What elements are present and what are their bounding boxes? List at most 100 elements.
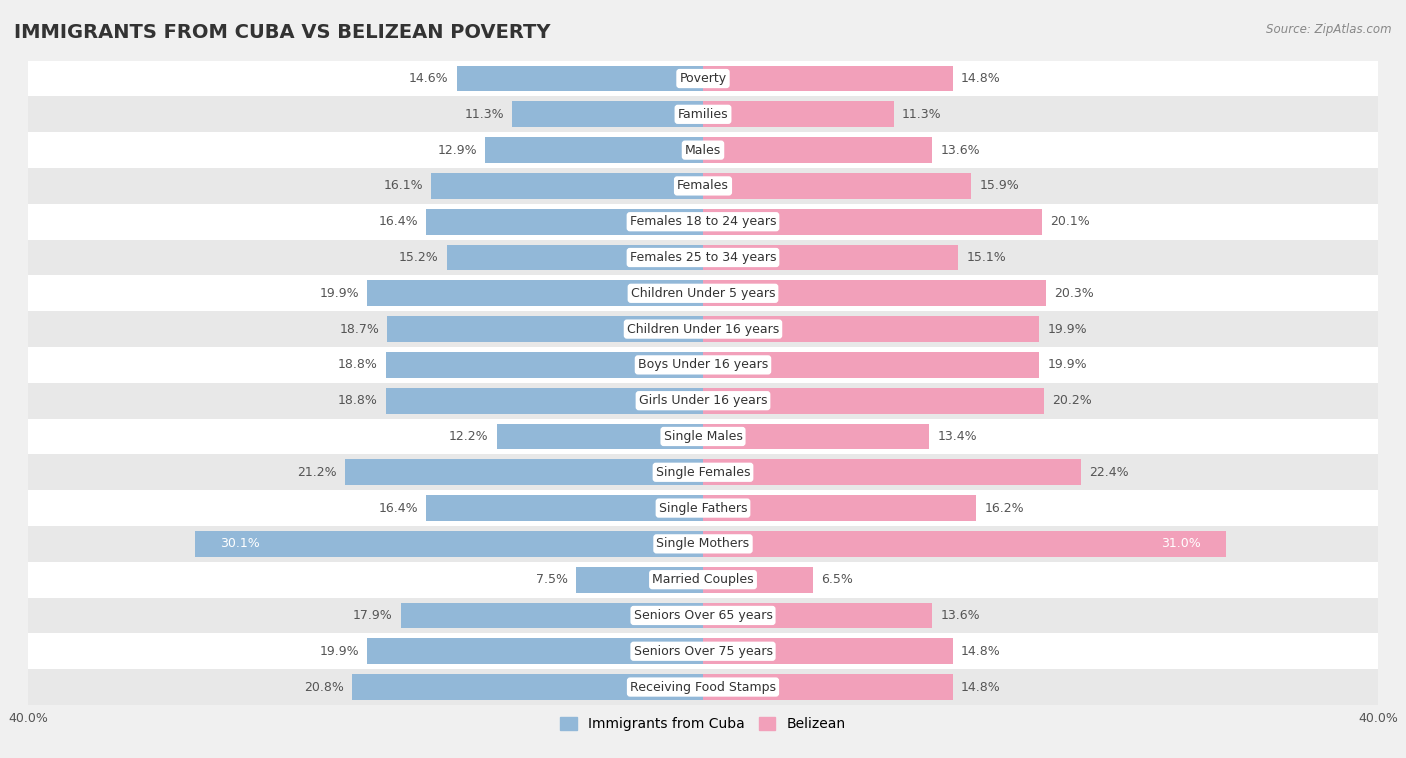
Text: 20.3%: 20.3% (1054, 287, 1094, 300)
Bar (195, 531, 703, 556)
Bar (703, 388, 1043, 414)
Bar (485, 137, 703, 163)
Bar (457, 66, 703, 92)
Bar (0, 347, 1406, 383)
Bar (0, 669, 1406, 705)
Text: Children Under 16 years: Children Under 16 years (627, 323, 779, 336)
Bar (0, 204, 1406, 240)
Bar (0, 383, 1406, 418)
Text: 20.2%: 20.2% (1052, 394, 1092, 407)
Text: 19.9%: 19.9% (1047, 359, 1087, 371)
Bar (0, 168, 1406, 204)
Text: 14.8%: 14.8% (962, 681, 1001, 694)
Bar (447, 245, 703, 271)
Text: 22.4%: 22.4% (1090, 465, 1129, 479)
Text: 12.9%: 12.9% (437, 143, 477, 157)
Text: 14.8%: 14.8% (962, 72, 1001, 85)
Text: 16.2%: 16.2% (984, 502, 1025, 515)
Text: Females 25 to 34 years: Females 25 to 34 years (630, 251, 776, 264)
Bar (703, 531, 1226, 556)
Bar (385, 352, 703, 377)
Bar (703, 208, 1042, 235)
Bar (703, 245, 957, 271)
Bar (703, 459, 1081, 485)
Bar (703, 567, 813, 593)
Bar (385, 388, 703, 414)
Bar (703, 424, 929, 449)
Bar (576, 567, 703, 593)
Text: 16.1%: 16.1% (384, 180, 423, 193)
Text: Receiving Food Stamps: Receiving Food Stamps (630, 681, 776, 694)
Bar (0, 597, 1406, 634)
Text: Males: Males (685, 143, 721, 157)
Bar (703, 495, 976, 521)
Bar (703, 102, 894, 127)
Text: Females: Females (678, 180, 728, 193)
Bar (0, 454, 1406, 490)
Text: Seniors Over 75 years: Seniors Over 75 years (634, 645, 772, 658)
Text: 19.9%: 19.9% (319, 645, 359, 658)
Bar (0, 418, 1406, 454)
Text: 13.6%: 13.6% (941, 609, 980, 622)
Text: 13.4%: 13.4% (938, 430, 977, 443)
Text: 20.8%: 20.8% (304, 681, 343, 694)
Bar (0, 634, 1406, 669)
Bar (401, 603, 703, 628)
Text: IMMIGRANTS FROM CUBA VS BELIZEAN POVERTY: IMMIGRANTS FROM CUBA VS BELIZEAN POVERTY (14, 23, 551, 42)
Text: 6.5%: 6.5% (821, 573, 853, 586)
Text: 30.1%: 30.1% (221, 537, 260, 550)
Bar (703, 638, 953, 664)
Bar (426, 208, 703, 235)
Text: Married Couples: Married Couples (652, 573, 754, 586)
Legend: Immigrants from Cuba, Belizean: Immigrants from Cuba, Belizean (555, 712, 851, 737)
Bar (426, 495, 703, 521)
Text: 7.5%: 7.5% (536, 573, 568, 586)
Bar (0, 312, 1406, 347)
Text: 13.6%: 13.6% (941, 143, 980, 157)
Bar (346, 459, 703, 485)
Text: Source: ZipAtlas.com: Source: ZipAtlas.com (1267, 23, 1392, 36)
Text: 11.3%: 11.3% (903, 108, 942, 121)
Text: 21.2%: 21.2% (297, 465, 337, 479)
Bar (0, 490, 1406, 526)
Text: Children Under 5 years: Children Under 5 years (631, 287, 775, 300)
Bar (703, 674, 953, 700)
Bar (388, 316, 703, 342)
Text: 16.4%: 16.4% (378, 502, 418, 515)
Text: 11.3%: 11.3% (464, 108, 503, 121)
Bar (367, 280, 703, 306)
Bar (352, 674, 703, 700)
Bar (0, 275, 1406, 312)
Text: 19.9%: 19.9% (1047, 323, 1087, 336)
Text: 14.8%: 14.8% (962, 645, 1001, 658)
Text: Single Females: Single Females (655, 465, 751, 479)
Bar (512, 102, 703, 127)
Bar (0, 526, 1406, 562)
Text: Seniors Over 65 years: Seniors Over 65 years (634, 609, 772, 622)
Text: 17.9%: 17.9% (353, 609, 392, 622)
Text: 18.7%: 18.7% (339, 323, 380, 336)
Bar (0, 240, 1406, 275)
Text: Single Males: Single Males (664, 430, 742, 443)
Text: 15.9%: 15.9% (980, 180, 1019, 193)
Bar (703, 66, 953, 92)
Text: Single Fathers: Single Fathers (659, 502, 747, 515)
Text: Single Mothers: Single Mothers (657, 537, 749, 550)
Bar (703, 603, 932, 628)
Text: 31.0%: 31.0% (1161, 537, 1201, 550)
Text: 19.9%: 19.9% (319, 287, 359, 300)
Text: Families: Families (678, 108, 728, 121)
Text: 20.1%: 20.1% (1050, 215, 1090, 228)
Bar (498, 424, 703, 449)
Bar (703, 280, 1046, 306)
Text: 15.1%: 15.1% (966, 251, 1005, 264)
Text: 15.2%: 15.2% (398, 251, 439, 264)
Bar (0, 61, 1406, 96)
Bar (0, 562, 1406, 597)
Bar (432, 173, 703, 199)
Text: Females 18 to 24 years: Females 18 to 24 years (630, 215, 776, 228)
Bar (703, 173, 972, 199)
Bar (0, 132, 1406, 168)
Text: 18.8%: 18.8% (337, 394, 377, 407)
Bar (367, 638, 703, 664)
